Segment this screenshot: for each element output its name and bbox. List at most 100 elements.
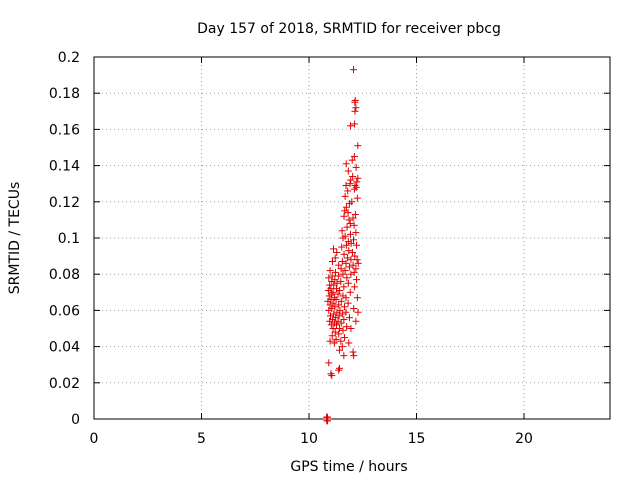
data-point <box>333 248 341 256</box>
data-point <box>353 256 361 264</box>
data-point <box>333 285 341 293</box>
data-point <box>335 330 343 338</box>
data-point <box>337 297 345 305</box>
data-point <box>347 325 355 332</box>
data-point <box>347 176 355 184</box>
data-point <box>336 306 344 314</box>
data-point <box>343 274 351 282</box>
data-point <box>340 303 348 311</box>
data-point <box>336 346 344 354</box>
data-point <box>340 352 348 360</box>
data-point <box>342 241 350 249</box>
data-point <box>331 268 339 276</box>
data-point <box>335 261 343 269</box>
chart-title: Day 157 of 2018, SRMTID for receiver pbc… <box>197 21 501 37</box>
data-point <box>324 286 332 294</box>
data-point <box>339 292 347 300</box>
data-point <box>350 153 358 161</box>
data-point <box>325 359 333 367</box>
data-point <box>339 234 347 242</box>
data-point <box>340 283 348 291</box>
data-point <box>354 174 362 182</box>
data-point <box>336 364 344 372</box>
data-point <box>326 317 334 325</box>
data-point <box>350 352 358 360</box>
data-point <box>347 270 355 278</box>
data-point <box>345 247 353 255</box>
y-axis-label: SRMTID / TECUs <box>7 182 23 295</box>
data-point <box>351 120 359 128</box>
data-point <box>344 167 352 175</box>
data-point <box>345 216 353 224</box>
data-point <box>351 210 359 218</box>
data-point <box>329 325 337 332</box>
data-point <box>331 276 339 284</box>
data-point <box>325 306 333 314</box>
x-tick-label: 0 <box>90 431 99 447</box>
data-point <box>342 294 350 302</box>
data-point <box>334 290 342 298</box>
data-point <box>333 321 341 329</box>
data-point <box>346 220 354 228</box>
data-point <box>342 259 350 267</box>
y-tick-label: 0.08 <box>49 267 80 283</box>
data-point <box>329 299 337 307</box>
data-point <box>353 294 361 302</box>
data-point <box>340 250 348 258</box>
data-point <box>345 314 353 322</box>
data-point <box>325 274 333 282</box>
data-point <box>323 417 331 425</box>
data-point <box>351 185 359 193</box>
y-tick-label: 0.18 <box>49 86 80 102</box>
x-tick-label: 10 <box>300 431 318 447</box>
y-tick-label: 0.16 <box>49 122 80 138</box>
data-point <box>351 107 359 115</box>
data-point <box>337 337 345 345</box>
data-point <box>346 180 354 188</box>
data-point <box>352 163 360 171</box>
data-point <box>350 66 358 74</box>
data-point <box>330 245 338 253</box>
data-point <box>335 366 343 374</box>
data-point <box>353 241 361 249</box>
data-point <box>330 281 338 289</box>
data-point <box>340 212 348 220</box>
data-point <box>351 283 359 291</box>
data-point <box>349 348 357 356</box>
data-point <box>351 252 359 260</box>
y-tick-label: 0.1 <box>58 231 80 247</box>
data-point <box>332 335 340 343</box>
data-point <box>331 303 339 311</box>
data-point <box>341 207 349 215</box>
y-tick-label: 0.04 <box>49 340 80 356</box>
data-point <box>329 315 337 323</box>
data-point <box>332 314 340 322</box>
data-point <box>336 325 344 332</box>
data-point <box>326 301 334 309</box>
x-axis-label: GPS time / hours <box>290 459 407 475</box>
data-point <box>344 187 352 195</box>
data-point <box>340 315 348 323</box>
data-point <box>346 288 354 296</box>
data-point <box>348 156 356 164</box>
data-point <box>326 337 334 345</box>
data-point <box>350 268 358 276</box>
data-point <box>330 294 338 302</box>
data-point <box>335 272 343 280</box>
data-points <box>323 66 362 425</box>
data-point <box>350 236 358 244</box>
data-point <box>348 248 356 256</box>
data-point <box>349 172 357 180</box>
data-point <box>338 343 346 351</box>
y-tick-label: 0.06 <box>49 303 80 319</box>
data-point <box>352 183 360 191</box>
data-point <box>343 223 351 231</box>
data-point <box>347 239 355 247</box>
data-point <box>352 265 360 273</box>
axis-ticks: 0 0.02 0.04 0.06 0.08 0.1 0.12 0.14 0.16 0.18 0.2 0… <box>49 50 610 447</box>
data-point <box>337 265 345 273</box>
data-point <box>342 308 350 316</box>
data-point <box>339 270 347 278</box>
data-point <box>349 261 357 269</box>
data-point <box>327 312 334 320</box>
